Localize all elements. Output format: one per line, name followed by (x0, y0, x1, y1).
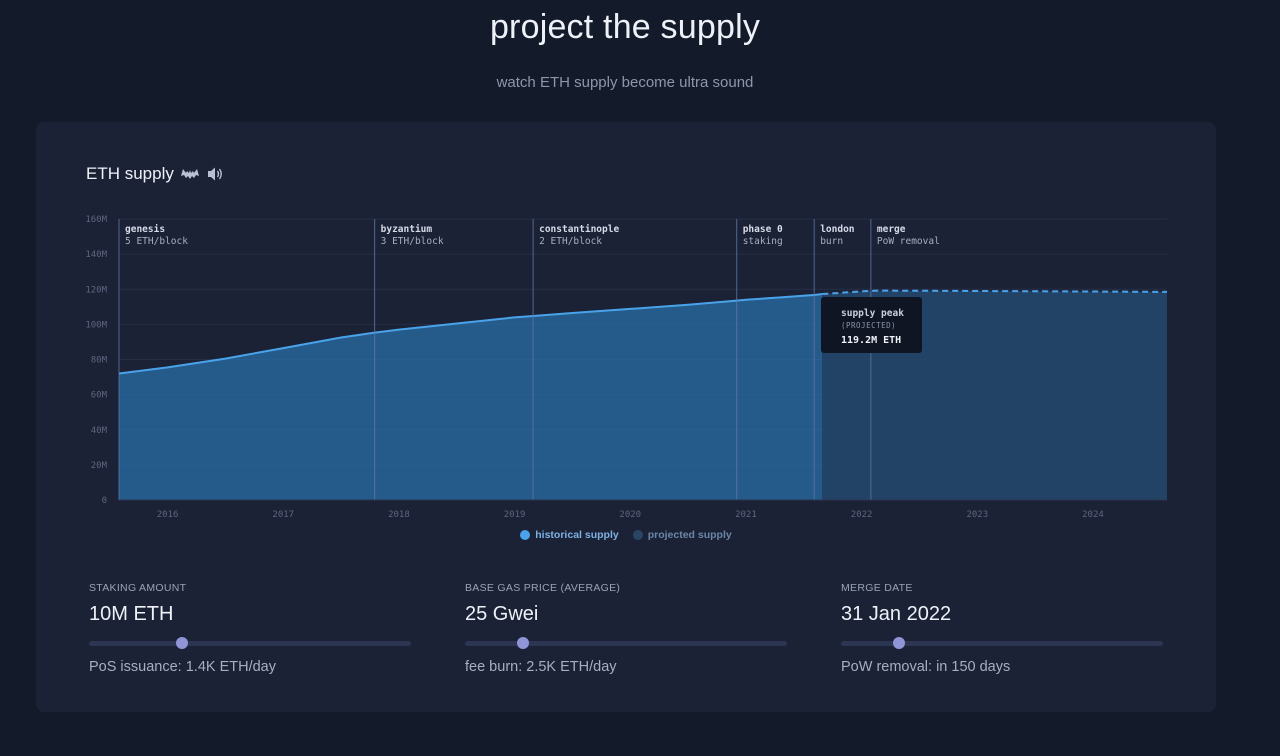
pos-issuance-text: PoS issuance: 1.4K ETH/day (89, 659, 276, 675)
event-detail: 5 ETH/block (125, 236, 188, 247)
x-tick-label: 2017 (272, 510, 294, 520)
y-tick-label: 40M (91, 426, 108, 436)
y-tick-label: 80M (91, 356, 108, 366)
event-label: genesis (125, 224, 165, 235)
tooltip-value: 119.2M ETH (841, 335, 902, 346)
event-label: constantinople (539, 224, 619, 235)
slider-track[interactable] (89, 641, 411, 646)
y-tick-label: 120M (85, 285, 107, 295)
tooltip-title: supply peak (841, 308, 904, 319)
event-detail: PoW removal (877, 236, 940, 247)
y-tick-label: 0 (102, 496, 107, 506)
merge-date-control: MERGE DATE 31 Jan 2022 PoW removal: in 1… (841, 582, 1163, 675)
base-gas-price-value: 25 Gwei (465, 603, 539, 625)
page-title: project the supply (489, 8, 761, 46)
slider-thumb[interactable] (892, 637, 905, 649)
supply-card: ETH supply genesis 5 ETH/block byzantium 3 … (36, 122, 1216, 712)
staking-amount-value: 10M ETH (89, 603, 174, 625)
x-tick-label: 2022 (851, 510, 873, 520)
x-tick-label: 2020 (619, 510, 641, 520)
speaker-icon[interactable] (206, 166, 224, 182)
x-tick-label: 2018 (388, 510, 410, 520)
page-subtitle: watch ETH supply become ultra sound (496, 74, 754, 91)
y-tick-label: 60M (91, 391, 108, 401)
bat-icon (180, 167, 200, 181)
staking-amount-control: STAKING AMOUNT 10M ETH PoS issuance: 1.4… (89, 582, 411, 675)
base-gas-price-control: BASE GAS PRICE (AVERAGE) 25 Gwei fee bur… (465, 582, 787, 675)
slider-thumb[interactable] (176, 637, 189, 649)
event-detail: staking (743, 236, 783, 247)
event-label: merge (877, 224, 906, 235)
event-detail: 2 ETH/block (539, 236, 602, 247)
slider-track[interactable] (841, 641, 1163, 646)
staking-amount-label: STAKING AMOUNT (89, 582, 187, 594)
merge-date-slider[interactable] (841, 637, 1163, 649)
event-label: phase 0 (743, 224, 783, 235)
slider-thumb[interactable] (516, 637, 529, 649)
supply-peak-tooltip: supply peak (PROJECTED) 119.2M ETH (821, 297, 922, 353)
event-detail: 3 ETH/block (381, 236, 444, 247)
x-tick-label: 2019 (504, 510, 526, 520)
staking-amount-slider[interactable] (89, 637, 411, 649)
legend-projected[interactable]: projected supply (632, 529, 732, 541)
legend-projected-label: projected supply (647, 529, 732, 541)
pow-removal-text: PoW removal: in 150 days (841, 659, 1011, 675)
tooltip-subtitle: (PROJECTED) (841, 321, 897, 330)
x-tick-label: 2024 (1082, 510, 1104, 520)
slider-track[interactable] (465, 641, 787, 646)
legend-historical-swatch (520, 530, 531, 540)
merge-date-label: MERGE DATE (841, 582, 913, 594)
event-label: london (820, 224, 854, 235)
y-tick-label: 20M (91, 461, 108, 471)
historical-supply-area (119, 293, 823, 500)
projected-supply-line (822, 289, 1168, 295)
card-title: ETH supply (86, 164, 224, 184)
x-tick-label: 2016 (157, 510, 179, 520)
y-tick-label: 160M (85, 215, 107, 225)
y-tick-label: 100M (85, 320, 107, 330)
merge-date-value: 31 Jan 2022 (841, 603, 952, 625)
event-label: byzantium (381, 224, 433, 235)
chart-legend: historical supply projected supply (36, 529, 1216, 541)
legend-historical-label: historical supply (535, 529, 619, 541)
base-gas-price-label: BASE GAS PRICE (AVERAGE) (465, 582, 621, 594)
legend-historical[interactable]: historical supply (520, 529, 619, 541)
x-tick-label: 2023 (966, 510, 988, 520)
event-detail: burn (820, 236, 843, 247)
fee-burn-text: fee burn: 2.5K ETH/day (465, 659, 617, 675)
x-tick-label: 2021 (735, 510, 757, 520)
base-gas-price-slider[interactable] (465, 637, 787, 649)
y-tick-label: 140M (85, 250, 107, 260)
card-title-text: ETH supply (86, 164, 174, 183)
legend-projected-swatch (632, 530, 643, 540)
historical-supply-line (118, 292, 823, 375)
